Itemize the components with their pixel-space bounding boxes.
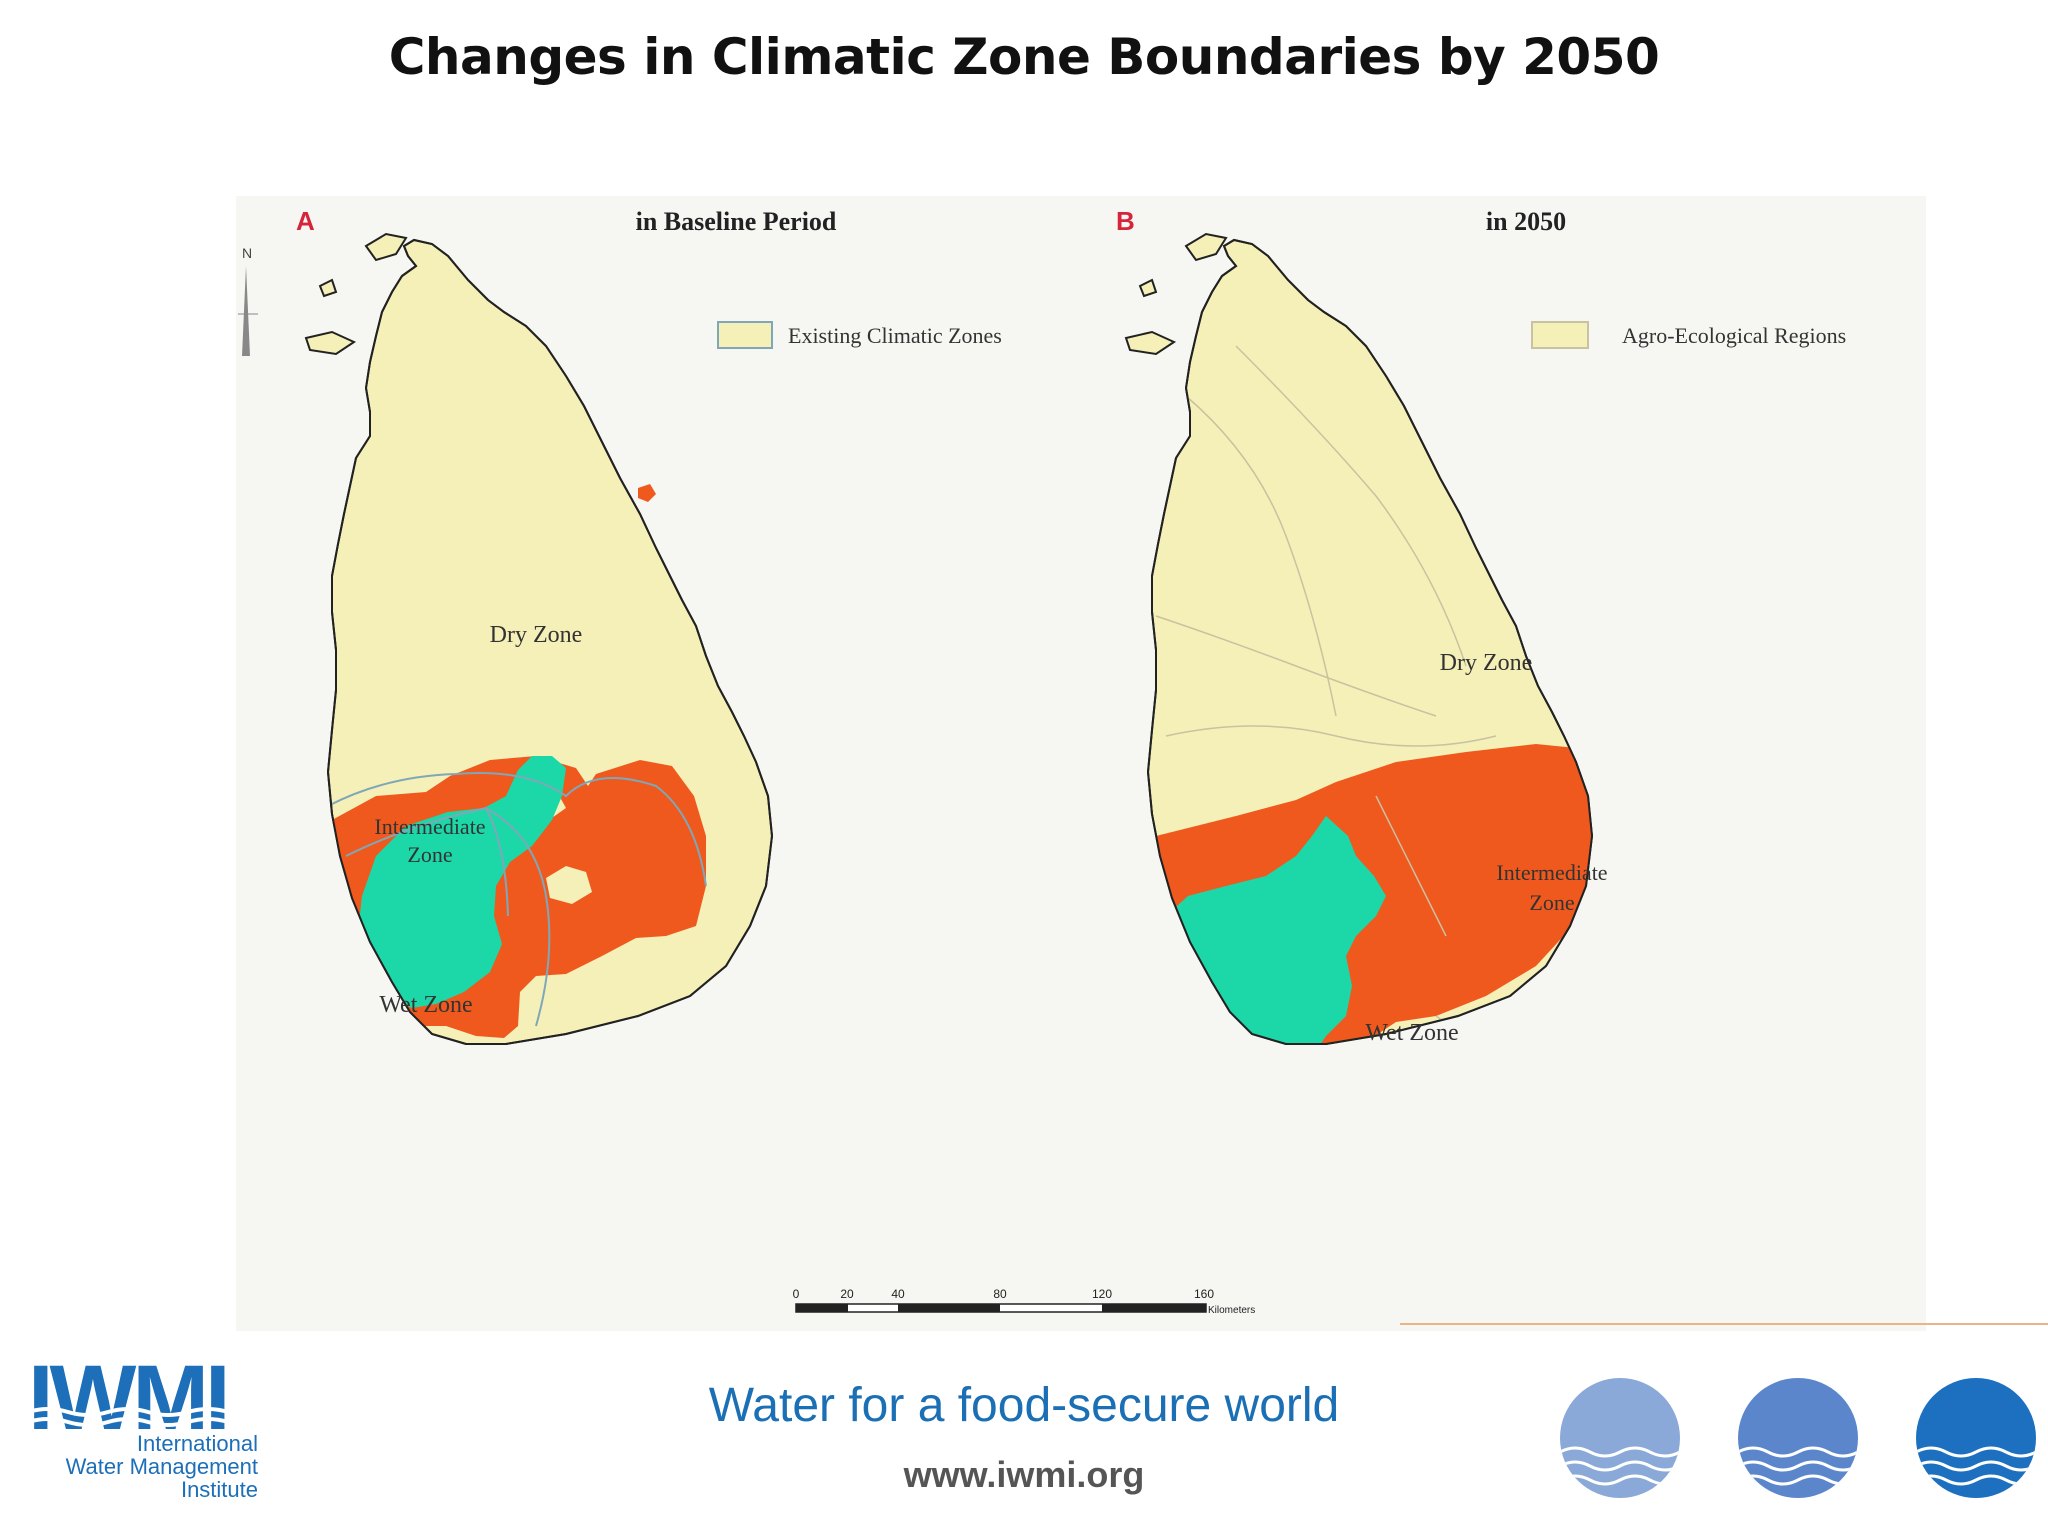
map-b-caption: in 2050 (1486, 207, 1566, 236)
iwmi-logo: IWMI International Water Management Inst… (28, 1352, 258, 1512)
map-a-wet-zone-area (358, 756, 566, 1008)
scale-tick-80: 80 (993, 1287, 1007, 1301)
map-b-letter: B (1116, 206, 1135, 236)
scale-bar: 0 20 40 80 120 160 Kilometers (793, 1287, 1256, 1316)
map-b-legend-swatch (1531, 321, 1589, 349)
north-arrow: N (238, 245, 258, 356)
map-a-zone-boundaries (328, 771, 707, 1027)
map-b: B in 2050 Agro-Ecological Regions Dry Zo… (1116, 206, 1846, 1046)
map-b-intermediate-label-line1: Intermediate (1496, 860, 1607, 885)
water-drop-dark-icon (1916, 1378, 2036, 1498)
map-canvas: A in Baseline Period Existing Climatic Z… (238, 206, 1846, 1316)
water-drops-decoration (1560, 1378, 2036, 1498)
map-b-patch (1498, 1032, 1508, 1044)
scale-tick-40: 40 (891, 1287, 905, 1301)
scale-tick-120: 120 (1092, 1287, 1112, 1301)
map-a-dry-zone-label: Dry Zone (490, 622, 583, 648)
scale-tick-0: 0 (793, 1287, 800, 1301)
logo-line-1: International (136, 1431, 258, 1456)
map-a-hole-1 (546, 866, 592, 904)
map-b-mannar-island (1124, 330, 1177, 356)
website-url: www.iwmi.org (903, 1454, 1145, 1495)
water-drop-medium-icon (1738, 1378, 1858, 1498)
map-a-intermediate-label-line2: Zone (407, 842, 452, 867)
map-a: A in Baseline Period Existing Climatic Z… (296, 206, 1002, 1045)
map-a-legend-swatch (717, 321, 773, 349)
north-arrow-icon (242, 266, 250, 356)
map-a-legend-label: Existing Climatic Zones (788, 323, 1002, 348)
logo-line-3: Institute (180, 1477, 258, 1502)
footer-divider (1400, 1323, 2048, 1325)
map-a-trinco-patch (638, 484, 656, 502)
logo-line-2: Water Management (65, 1454, 258, 1479)
slide-title: Changes in Climatic Zone Boundaries by 2… (388, 28, 1660, 86)
map-a-mannar-island (304, 330, 357, 356)
logo-word: IWMI (28, 1347, 231, 1449)
map-b-wet-zone-label: Wet Zone (1365, 1020, 1458, 1046)
map-b-legend-label: Agro-Ecological Regions (1622, 323, 1846, 348)
map-b-small-island-1 (1138, 278, 1158, 298)
tagline: Water for a food-secure world (708, 1379, 1340, 1432)
map-a-wet-zone-label: Wet Zone (379, 992, 472, 1018)
map-a-intermediate-label-line1: Intermediate (374, 814, 485, 839)
map-a-peninsula (364, 232, 408, 262)
map-b-intermediate-label-line2: Zone (1529, 890, 1574, 915)
north-arrow-label: N (242, 245, 252, 261)
water-drop-light-icon (1560, 1378, 1680, 1498)
map-a-small-island-1 (318, 278, 338, 298)
map-b-dry-zone-label: Dry Zone (1440, 650, 1533, 676)
scale-tick-160: 160 (1194, 1287, 1214, 1301)
scale-tick-20: 20 (840, 1287, 854, 1301)
map-figure: A in Baseline Period Existing Climatic Z… (236, 196, 1926, 1331)
logo-waves-icon (28, 1407, 258, 1427)
map-a-caption: in Baseline Period (636, 207, 837, 236)
map-a-letter: A (296, 206, 315, 236)
scale-unit: Kilometers (1208, 1305, 1255, 1316)
map-b-peninsula (1184, 232, 1228, 262)
